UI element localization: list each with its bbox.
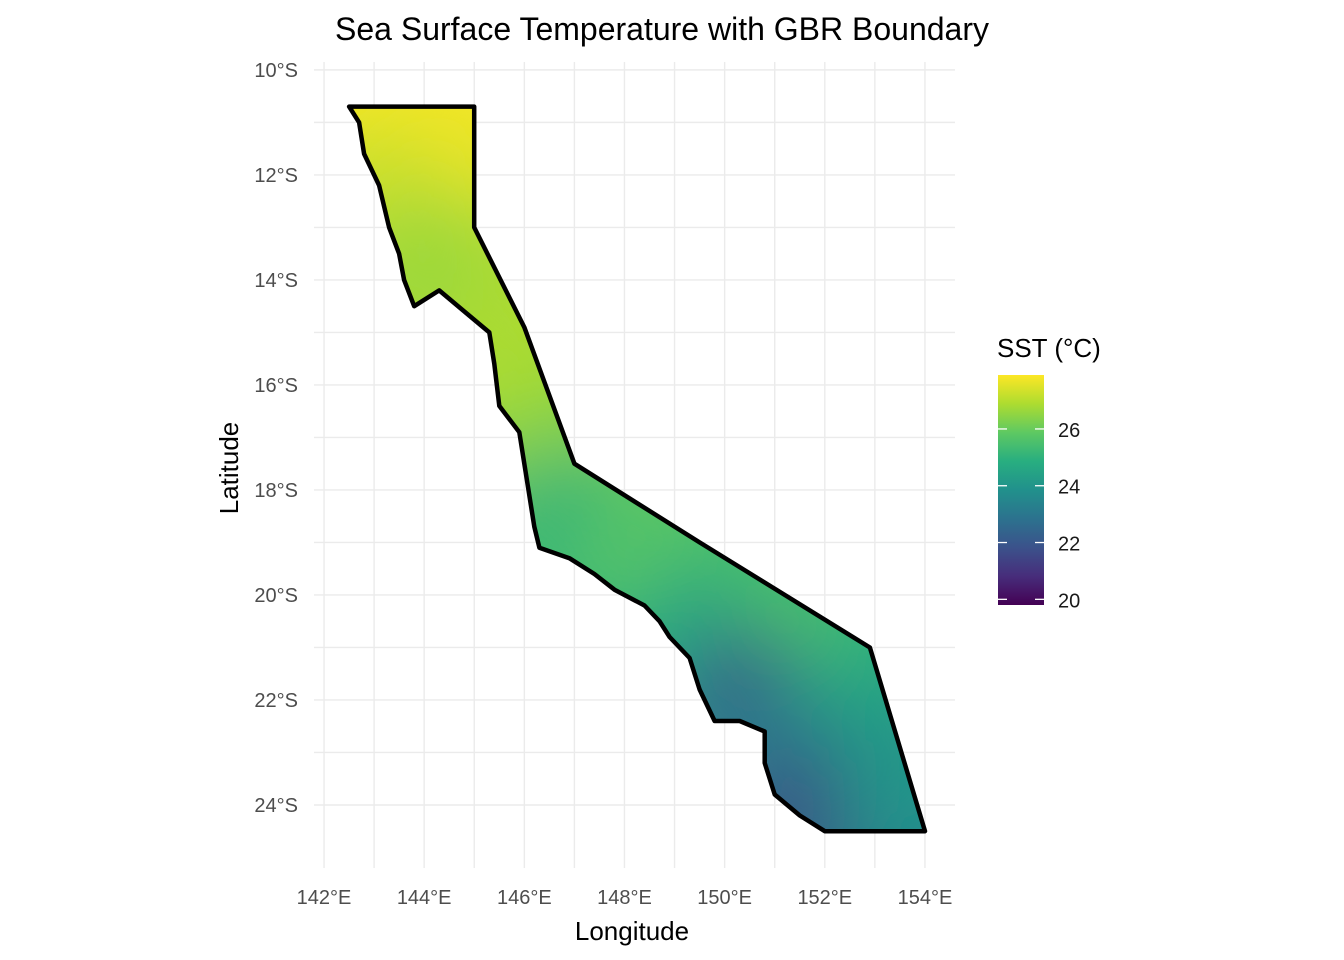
legend: SST (°C) 26 24 22 20: [997, 333, 1101, 612]
x-tick-label: 150°E: [697, 887, 752, 909]
y-tick-label: 20°S: [254, 585, 298, 607]
y-axis-ticks: 10°S 12°S 14°S 16°S 18°S 20°S 22°S 24°S: [254, 60, 298, 817]
x-tick-label: 148°E: [597, 887, 652, 909]
x-tick-label: 152°E: [797, 887, 852, 909]
chart-title: Sea Surface Temperature with GBR Boundar…: [335, 11, 989, 47]
legend-tick-label: 22: [1058, 534, 1080, 556]
y-axis-title: Latitude: [214, 422, 244, 515]
x-axis-title: Longitude: [575, 916, 689, 946]
y-tick-label: 24°S: [254, 795, 298, 817]
y-tick-label: 14°S: [254, 270, 298, 292]
sst-sample-14: [824, 708, 926, 832]
legend-tick-label: 26: [1058, 420, 1080, 442]
y-tick-label: 22°S: [254, 690, 298, 712]
grid-lines: [314, 62, 955, 868]
legend-tick-label: 24: [1058, 477, 1080, 499]
gbr-boundary-line: [346, 104, 928, 834]
x-tick-label: 142°E: [297, 887, 352, 909]
legend-ticks: 26 24 22 20: [998, 420, 1080, 612]
y-tick-label: 18°S: [254, 480, 298, 502]
x-axis-ticks: 142°E 144°E 146°E 148°E 150°E 152°E 154°E: [297, 887, 953, 909]
legend-colorbar: [998, 375, 1044, 605]
y-tick-label: 10°S: [254, 60, 298, 82]
y-tick-label: 16°S: [254, 375, 298, 397]
y-tick-label: 12°S: [254, 165, 298, 187]
legend-title: SST (°C): [997, 333, 1101, 363]
legend-tick-label: 20: [1058, 590, 1080, 612]
x-tick-label: 146°E: [497, 887, 552, 909]
x-tick-label: 144°E: [397, 887, 452, 909]
x-tick-label: 154°E: [898, 887, 953, 909]
